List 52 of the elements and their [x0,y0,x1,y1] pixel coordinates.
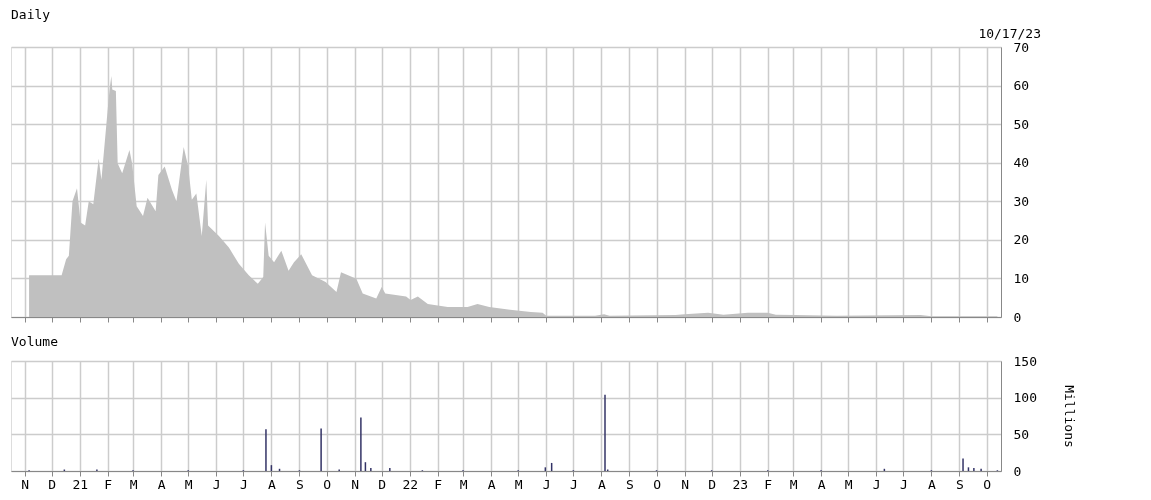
x-tick-label: A [267,476,276,492]
x-tick-label: N [21,476,29,492]
chart-title: Daily [11,7,51,22]
y-tick-label: 50 [1013,426,1030,442]
y-tick-label: 50 [1013,116,1030,132]
text: 10/17/23 [978,26,1041,41]
x-tick-label: O [653,476,662,492]
x-tick-label: N [681,476,689,492]
x-tick-label: J [542,476,551,492]
x-tick-label: A [157,476,166,492]
x-tick-label: M [514,476,523,492]
x-tick-label: J [239,476,248,492]
x-tick-label: M [459,476,468,492]
x-tick-label: 21 [72,476,89,492]
x-tick-label: J [872,476,881,492]
x-tick-label: O [983,476,992,492]
x-tick-label: A [597,476,606,492]
x-tick-label: S [296,476,304,492]
y-tick-label: 150 [1013,353,1037,369]
x-tick-label: D [48,476,57,492]
y-tick-label: 20 [1013,232,1030,248]
x-tick-label: J [569,476,578,492]
x-tick-label: D [708,476,717,492]
y-tick-label: 60 [1013,78,1030,94]
y-axis-title: Millions [1061,385,1077,448]
x-tick-label: D [378,476,387,492]
x-tick-label: F [104,476,113,492]
x-tick-label: M [184,476,193,492]
y-tick-label: 70 [1013,39,1030,55]
x-tick-label: M [789,476,798,492]
x-tick-label: M [844,476,853,492]
x-tick-label: O [323,476,332,492]
x-tick-label: A [817,476,826,492]
x-tick-label: M [129,476,138,492]
x-tick-label: A [487,476,496,492]
x-tick-label: 22 [402,476,419,492]
x-tick-label: S [956,476,964,492]
x-tick-label: N [351,476,359,492]
y-tick-label: 30 [1013,193,1030,209]
x-tick-label: J [899,476,908,492]
x-tick-label: J [212,476,221,492]
y-tick-label: 100 [1013,390,1037,406]
x-tick-label: F [434,476,443,492]
x-tick-label: S [626,476,634,492]
x-tick-label: A [927,476,936,492]
y-tick-label: 10 [1013,270,1030,286]
x-tick-label: 23 [732,476,749,492]
x-tick-label: F [764,476,773,492]
y-tick-label: 40 [1013,155,1030,171]
chart-title: Volume [11,334,59,349]
y-tick-label: 0 [1013,309,1022,325]
y-tick-label: 0 [1013,463,1022,479]
